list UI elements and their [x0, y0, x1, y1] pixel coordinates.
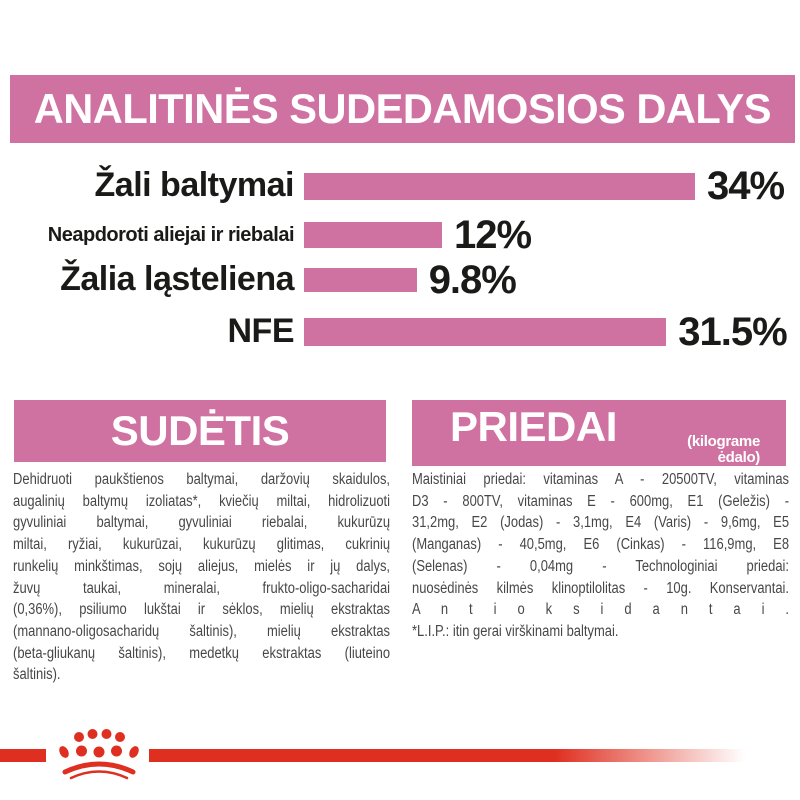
- body-text-line: (Manganas) - 40,5mg, E6 (Cinkas) - 116,9…: [412, 536, 790, 554]
- footer-red-line-left: [0, 749, 46, 762]
- additives-body: Maistiniai priedai: vitaminas A - 20500T…: [412, 469, 789, 643]
- additives-body-text: Maistiniai priedai: vitaminas A - 20500T…: [412, 469, 789, 643]
- chart-category-label: Žali baltymai: [94, 166, 295, 205]
- footer-red-line-right: [149, 749, 745, 762]
- body-text-line: A n t i o k s i d a n t a i .: [412, 601, 790, 619]
- body-text-line: augalinių baltymų izoliatas*, kviečių mi…: [13, 492, 391, 510]
- body-text-line: (beta-gliukanų šaltinis), medetkų ekstra…: [13, 644, 391, 662]
- chart-category-label: Neapdoroti aliejai ir riebalai: [47, 223, 295, 246]
- royal-canin-crown-paw-logo: [59, 729, 139, 780]
- body-text-line: (0,36%), psiliumo lukštai ir sėklos, mie…: [13, 601, 391, 619]
- body-text-line: *L.I.P.: itin gerai virškinami baltymai.: [412, 622, 619, 640]
- chart-row: Neapdoroti aliejai ir riebalai 12%: [0, 207, 800, 263]
- body-text-line: Maistiniai priedai: vitaminas A - 20500T…: [412, 471, 790, 488]
- composition-body: Dehidruoti paukštienos baltymai, daržovi…: [13, 469, 391, 686]
- chart-bar: [304, 172, 695, 200]
- banner-title: ANALITINĖS SUDEDAMOSIOS DALYS: [33, 85, 772, 132]
- chart-value-label: 12%: [454, 212, 532, 257]
- composition-header-title: SUDĖTIS: [110, 407, 290, 454]
- body-text-line: 31,2mg, E2 (Jodas) - 3,1mg, E4 (Varis) -…: [412, 514, 790, 532]
- chart-bar: [304, 222, 442, 248]
- additives-header-note: (kilograme ėdalo): [687, 434, 760, 465]
- chart-category-label: NFE: [227, 312, 295, 351]
- chart-bar: [304, 318, 667, 346]
- additives-note-line1: (kilograme: [687, 433, 760, 450]
- body-text-line: runkelių minkštimas, sojų aliejus, mielė…: [13, 557, 391, 575]
- body-text-line: šaltinis).: [13, 666, 61, 684]
- chart-value-label: 34%: [707, 163, 785, 208]
- additives-header-title: PRIEDAI: [450, 403, 617, 451]
- body-text-line: Dehidruoti paukštienos baltymai, daržovi…: [13, 471, 391, 488]
- chart-row: Žalia ląsteliena 9.8%: [0, 252, 800, 308]
- body-text-line: (mannano-oligosacharidų šaltinis), mieli…: [13, 622, 391, 640]
- additives-section-header: PRIEDAI (kilograme ėdalo): [412, 400, 786, 466]
- body-text-line: gyvuliniai baltymai, gyvuliniai riebalai…: [13, 514, 391, 532]
- body-text-line: miltai, ryžiai, kukurūzai, kukurūzų glit…: [13, 536, 391, 554]
- composition-body-text: Dehidruoti paukštienos baltymai, daržovi…: [13, 469, 390, 686]
- body-text-line: (Selenas) - 0,04mg - Technologiniai prie…: [412, 557, 790, 575]
- chart-bar: [304, 268, 417, 292]
- chart-category-label: Žalia ląsteliena: [60, 260, 294, 299]
- composition-section-header: SUDĖTIS: [14, 400, 386, 462]
- chart-value-label: 9.8%: [428, 257, 517, 302]
- body-text-line: D3 - 800TV, vitaminas E - 600mg, E1 (Gel…: [412, 492, 790, 510]
- body-text-line: nuosėdinės kilmės klinoptilolitas - 10g.…: [412, 579, 790, 597]
- additives-note-line2: ėdalo): [717, 448, 761, 466]
- chart-row: Žali baltymai 34%: [0, 158, 800, 214]
- chart-row: NFE 31.5%: [0, 304, 800, 360]
- chart-value-label: 31.5%: [678, 309, 787, 354]
- body-text-line: žuvų taukai, mineralai, frukto-oligo-sac…: [13, 579, 391, 597]
- analytical-constituents-banner: ANALITINĖS SUDEDAMOSIOS DALYS: [10, 75, 795, 143]
